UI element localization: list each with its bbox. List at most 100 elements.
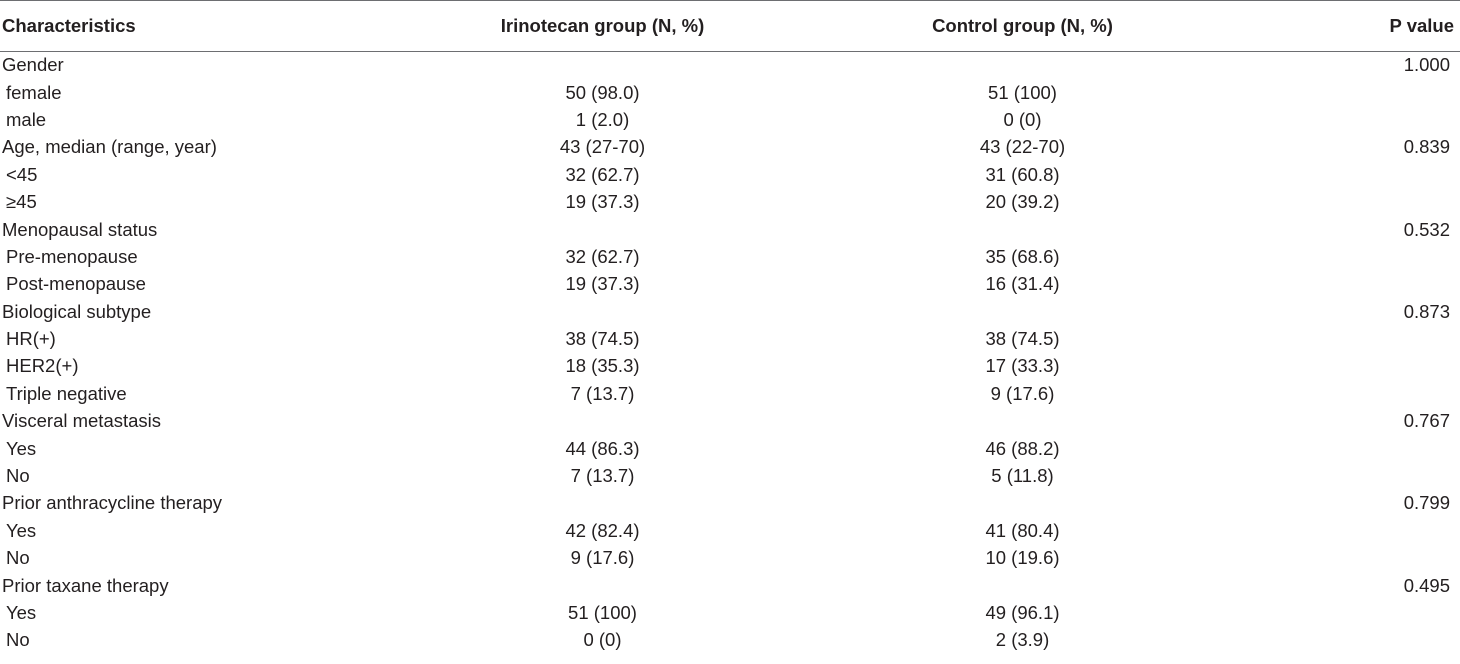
table-row: Triple negative 7 (13.7) 9 (17.6) — [0, 380, 1460, 407]
table-row: Yes 44 (86.3) 46 (88.2) — [0, 435, 1460, 462]
table-row: No 7 (13.7) 5 (11.8) — [0, 462, 1460, 489]
p-value — [1330, 188, 1460, 215]
p-value — [1330, 599, 1460, 626]
row-label: female — [6, 81, 62, 103]
irinotecan-value — [400, 408, 775, 435]
p-value: 1.000 — [1403, 54, 1450, 76]
irinotecan-value: 7 (13.7) — [570, 382, 635, 404]
table-row: Visceral metastasis 0.767 — [0, 408, 1460, 435]
irinotecan-value: 43 (27-70) — [559, 136, 646, 158]
row-label: Pre-menopause — [6, 245, 138, 267]
row-label: Age, median (range, year) — [2, 136, 217, 158]
table-row: Prior taxane therapy 0.495 — [0, 572, 1460, 599]
header-p-value: P value — [1389, 15, 1454, 36]
row-label: ≥45 — [6, 191, 37, 213]
p-value — [1330, 627, 1460, 654]
header-irinotecan-group: Irinotecan group (N, %) — [500, 15, 705, 36]
control-value: 2 (3.9) — [995, 629, 1050, 651]
row-label: Prior anthracycline therapy — [2, 492, 223, 514]
table-row: Gender 1.000 — [0, 52, 1460, 79]
row-label: No — [6, 547, 30, 569]
row-label: <45 — [6, 163, 38, 185]
p-value — [1330, 353, 1460, 380]
control-value: 38 (74.5) — [985, 328, 1060, 350]
p-value — [1330, 435, 1460, 462]
row-label: HER2(+) — [6, 355, 79, 377]
p-value: 0.839 — [1403, 136, 1450, 158]
p-value: 0.495 — [1403, 574, 1450, 596]
control-value — [775, 408, 1330, 435]
table-row: <45 32 (62.7) 31 (60.8) — [0, 161, 1460, 188]
control-value: 9 (17.6) — [990, 382, 1055, 404]
irinotecan-value: 7 (13.7) — [570, 465, 635, 487]
irinotecan-value: 32 (62.7) — [565, 245, 640, 267]
row-label: male — [6, 108, 47, 130]
irinotecan-value: 38 (74.5) — [565, 328, 640, 350]
control-value: 43 (22-70) — [979, 136, 1066, 158]
irinotecan-value: 50 (98.0) — [565, 81, 640, 103]
control-value — [775, 572, 1330, 599]
row-label: Gender — [2, 54, 64, 76]
control-value: 41 (80.4) — [985, 519, 1060, 541]
row-label: Post-menopause — [6, 273, 146, 295]
p-value — [1330, 545, 1460, 572]
irinotecan-value: 42 (82.4) — [565, 519, 640, 541]
control-value: 20 (39.2) — [985, 191, 1060, 213]
p-value: 0.532 — [1403, 218, 1450, 240]
irinotecan-value — [400, 490, 775, 517]
control-value: 0 (0) — [1003, 108, 1042, 130]
p-value — [1330, 325, 1460, 352]
control-value: 16 (31.4) — [985, 273, 1060, 295]
control-value — [775, 490, 1330, 517]
row-label: No — [6, 465, 30, 487]
p-value — [1330, 271, 1460, 298]
table-header: Characteristics Irinotecan group (N, %) … — [0, 0, 1460, 52]
row-label: Prior taxane therapy — [2, 574, 169, 596]
table-row: HR(+) 38 (74.5) 38 (74.5) — [0, 325, 1460, 352]
irinotecan-value — [400, 216, 775, 243]
table-row: Menopausal status 0.532 — [0, 216, 1460, 243]
table-row: Prior anthracycline therapy 0.799 — [0, 490, 1460, 517]
row-label: HR(+) — [6, 328, 56, 350]
irinotecan-value: 19 (37.3) — [565, 273, 640, 295]
irinotecan-value — [400, 52, 775, 79]
irinotecan-value — [400, 298, 775, 325]
p-value: 0.873 — [1403, 300, 1450, 322]
row-label: No — [6, 629, 30, 651]
table-row: ≥45 19 (37.3) 20 (39.2) — [0, 188, 1460, 215]
p-value — [1330, 380, 1460, 407]
row-label: Biological subtype — [2, 300, 152, 322]
row-label: Triple negative — [6, 382, 127, 404]
p-value — [1330, 517, 1460, 544]
p-value: 0.799 — [1403, 492, 1450, 514]
table-row: No 0 (0) 2 (3.9) — [0, 627, 1460, 654]
p-value — [1330, 161, 1460, 188]
control-value — [775, 52, 1330, 79]
control-value: 49 (96.1) — [985, 602, 1060, 623]
header-characteristics: Characteristics — [2, 15, 136, 36]
irinotecan-value: 32 (62.7) — [565, 163, 640, 185]
irinotecan-value — [400, 572, 775, 599]
control-value: 17 (33.3) — [985, 355, 1060, 377]
header-row: Characteristics Irinotecan group (N, %) … — [0, 0, 1460, 52]
irinotecan-value: 0 (0) — [583, 629, 622, 651]
p-value — [1330, 462, 1460, 489]
control-value — [775, 298, 1330, 325]
table-row: HER2(+) 18 (35.3) 17 (33.3) — [0, 353, 1460, 380]
table-body: Gender 1.000 female 50 (98.0) 51 (100) male 1 … — [0, 52, 1460, 655]
row-label: Yes — [6, 437, 37, 459]
control-value: 31 (60.8) — [985, 163, 1060, 185]
p-value — [1330, 106, 1460, 133]
irinotecan-value: 19 (37.3) — [565, 191, 640, 213]
irinotecan-value: 9 (17.6) — [570, 547, 635, 569]
table-row: Yes 42 (82.4) 41 (80.4) — [0, 517, 1460, 544]
table-row: No 9 (17.6) 10 (19.6) — [0, 545, 1460, 572]
header-control-group: Control group (N, %) — [932, 15, 1113, 36]
control-value: 5 (11.8) — [991, 465, 1054, 487]
table-row: Yes 51 (100) 49 (96.1) — [0, 599, 1460, 626]
irinotecan-value: 44 (86.3) — [565, 437, 640, 459]
control-value: 35 (68.6) — [985, 245, 1060, 267]
control-value: 46 (88.2) — [985, 437, 1060, 459]
control-value: 10 (19.6) — [985, 547, 1060, 569]
